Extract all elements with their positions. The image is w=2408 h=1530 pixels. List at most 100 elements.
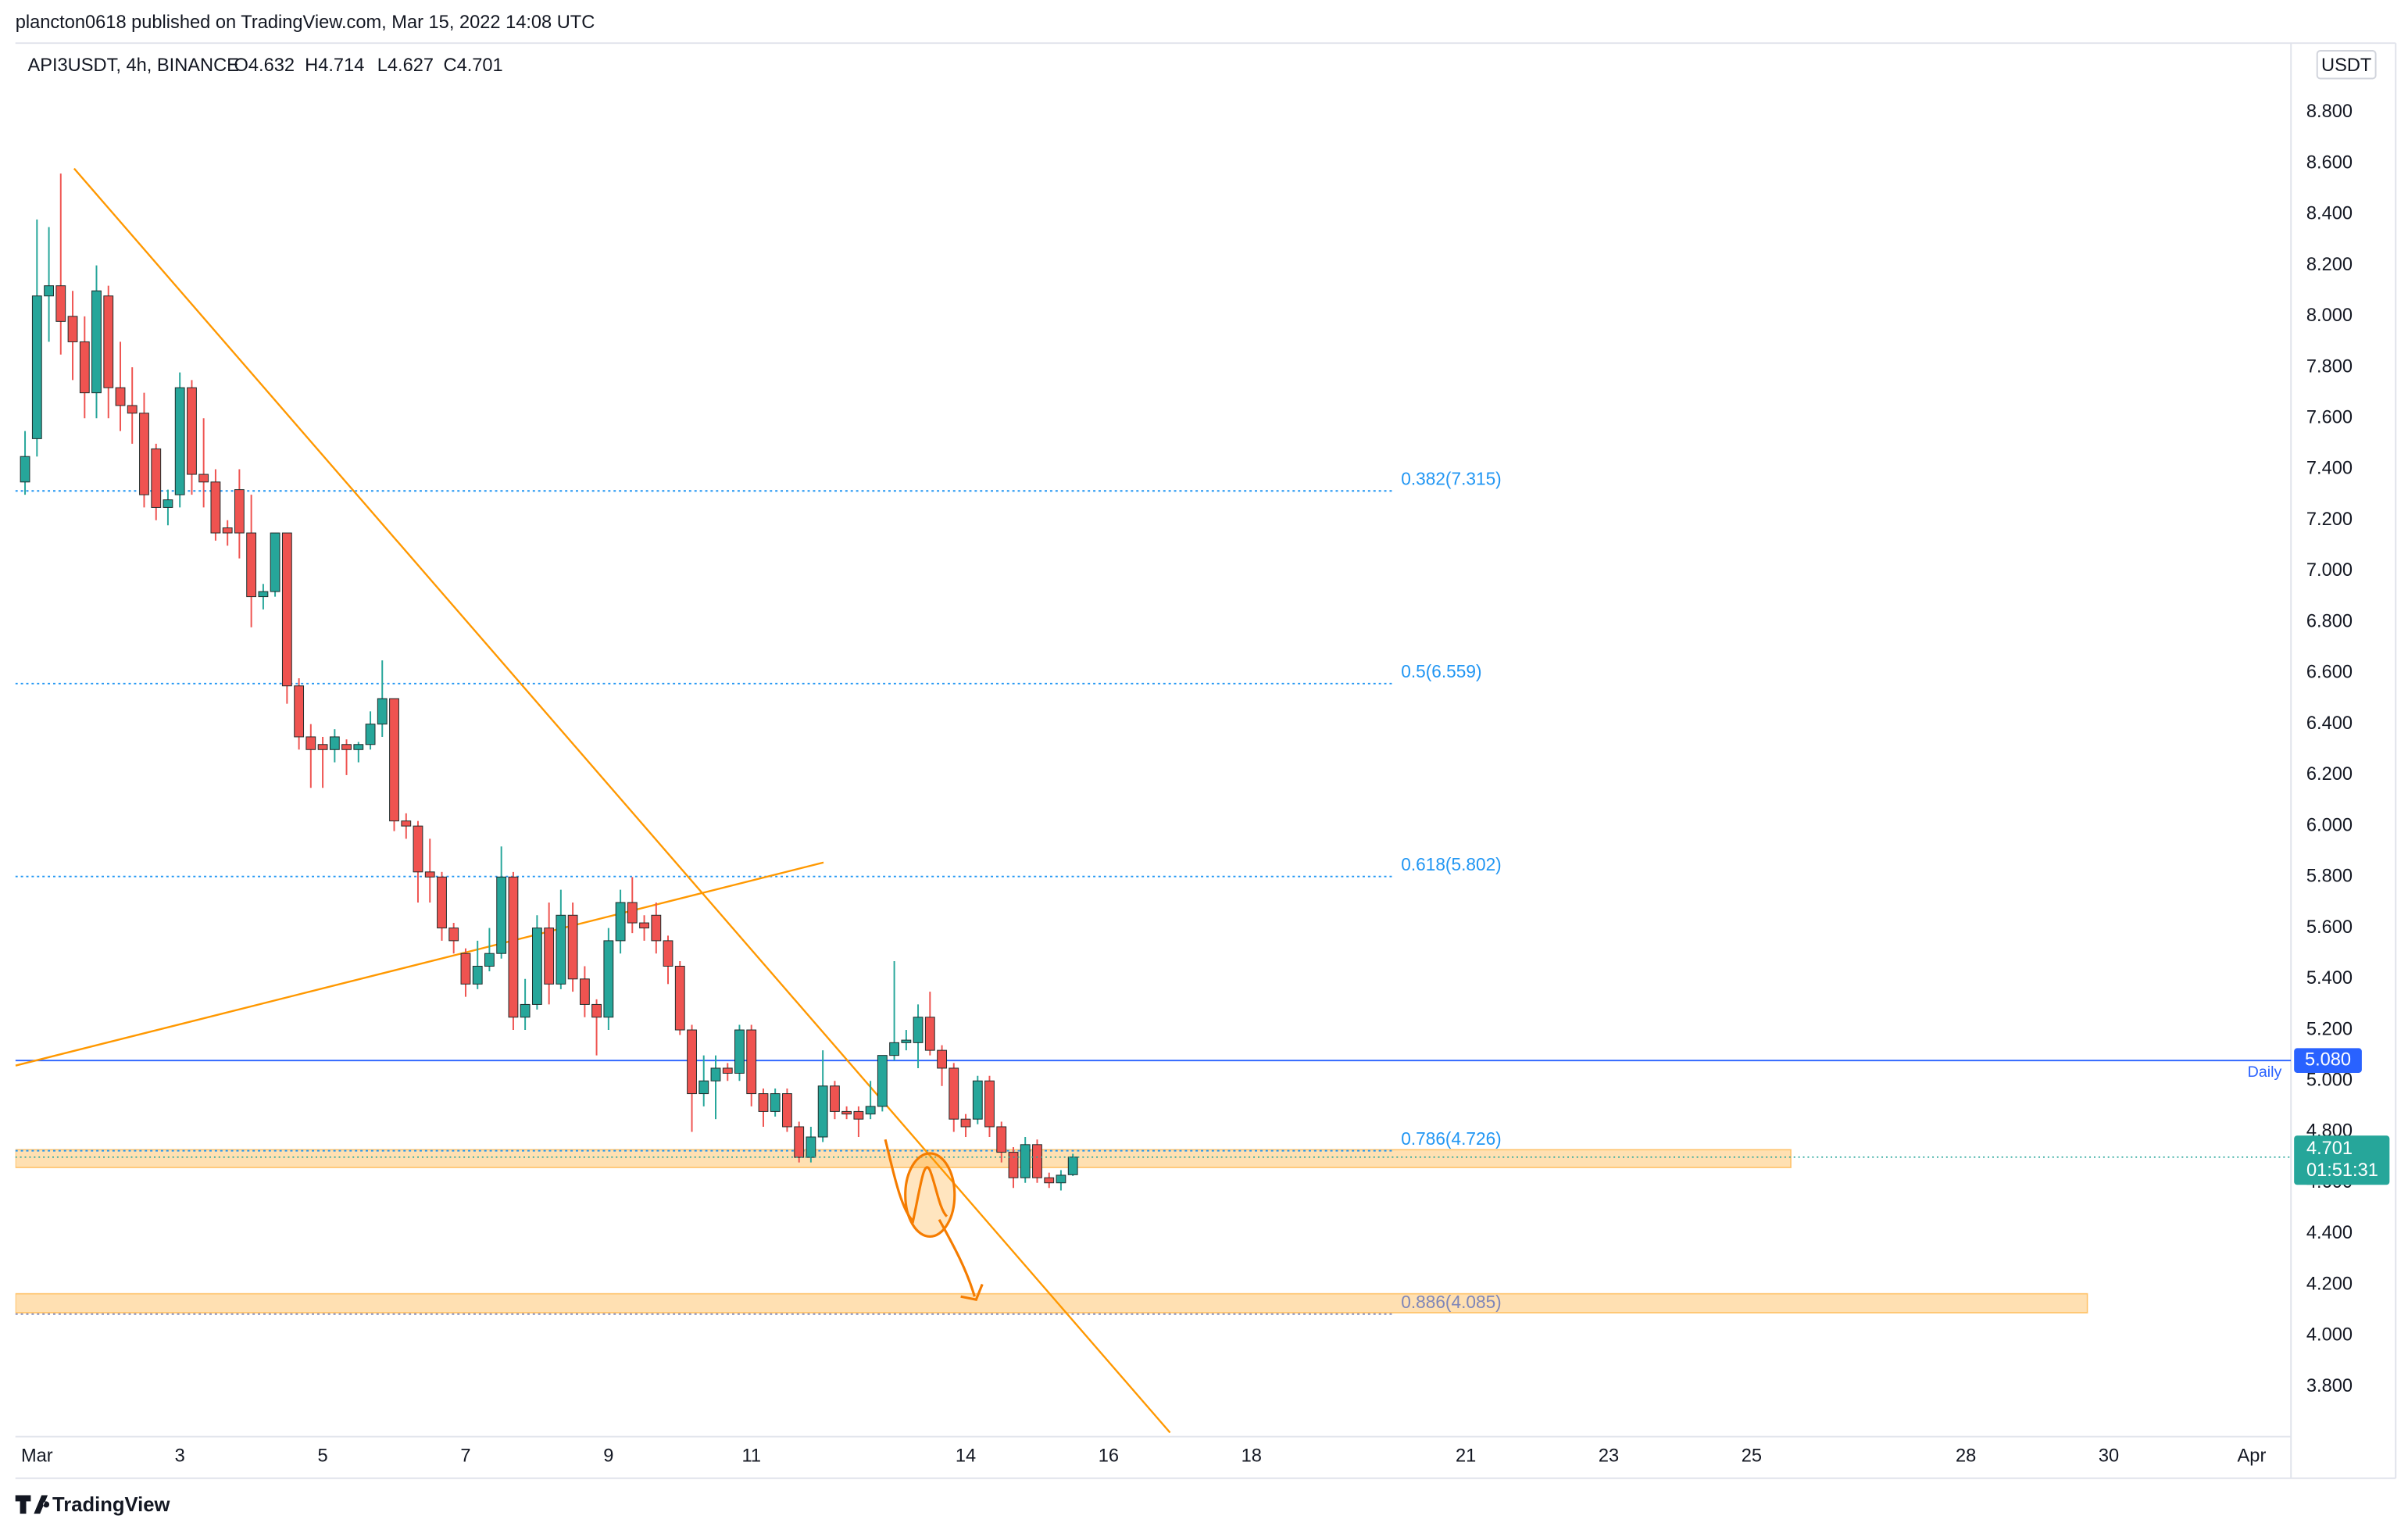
x-tick-label: 23 <box>1599 1446 1619 1466</box>
y-tick-label: 8.200 <box>2306 255 2353 275</box>
plot-area <box>15 167 2292 1434</box>
candle-body <box>31 295 42 439</box>
x-tick-label: 5 <box>318 1446 328 1466</box>
candle-body <box>687 1029 697 1095</box>
candle-body <box>972 1080 983 1120</box>
candle-body <box>91 290 102 394</box>
y-tick-label: 8.800 <box>2306 102 2353 122</box>
candle-body <box>949 1067 959 1120</box>
candle-body <box>853 1110 864 1120</box>
fib-level-label: 0.786(4.726) <box>1401 1128 1501 1149</box>
candle-body <box>734 1029 745 1074</box>
candle-body <box>698 1080 709 1095</box>
y-tick-label: 6.800 <box>2306 611 2353 631</box>
candle-body <box>67 316 78 342</box>
y-tick-label: 6.200 <box>2306 764 2353 785</box>
candle-body <box>210 481 221 534</box>
brand-logo[interactable]: TradingView <box>15 1494 170 1516</box>
y-tick-label: 5.600 <box>2306 917 2353 938</box>
y-tick-label: 7.200 <box>2306 509 2353 530</box>
y-tick-label: 8.400 <box>2306 204 2353 224</box>
candle-body <box>353 744 364 750</box>
candle-body <box>79 341 90 394</box>
candle-body <box>996 1126 1007 1153</box>
candle-body <box>222 527 233 534</box>
candle-body <box>924 1017 935 1051</box>
trendline <box>73 167 1171 1434</box>
candle-body <box>127 405 138 414</box>
candle-body <box>591 1003 602 1018</box>
y-tick-label: 5.200 <box>2306 1019 2353 1039</box>
y-tick-label: 8.600 <box>2306 152 2353 173</box>
candle-body <box>841 1110 852 1115</box>
candle-body <box>187 387 197 475</box>
candle-body <box>270 532 280 592</box>
candle-body <box>424 871 435 878</box>
candle-body <box>901 1039 912 1043</box>
candle-body <box>556 914 566 985</box>
fib-level-label: 0.5(6.559) <box>1401 661 1481 681</box>
candle-body <box>782 1093 792 1128</box>
attribution: plancton0618 published on TradingView.co… <box>16 13 595 33</box>
zone <box>15 1149 1792 1168</box>
candle-body <box>294 685 305 738</box>
fib-level-label: 0.382(7.315) <box>1401 468 1501 488</box>
candle-body <box>770 1093 781 1112</box>
x-tick-label: 9 <box>603 1446 613 1466</box>
currency-box[interactable] <box>2316 50 2377 80</box>
currency-badge[interactable]: USDT <box>2316 50 2377 80</box>
x-tick-label: 14 <box>956 1446 976 1466</box>
candle-body <box>198 474 209 483</box>
y-tick-label: 8.000 <box>2306 306 2353 326</box>
y-tick-label: 4.400 <box>2306 1223 2353 1243</box>
legend-low: L4.627 <box>377 55 434 76</box>
currency-label[interactable]: USDT <box>2321 55 2371 76</box>
doodle <box>884 1139 984 1301</box>
legend-open: O4.632 <box>234 55 295 76</box>
candle-body <box>115 387 126 406</box>
x-tick-label: Mar <box>21 1446 53 1466</box>
candle-body <box>877 1055 888 1107</box>
candle-body <box>889 1042 899 1056</box>
x-tick-label: 28 <box>1956 1446 1976 1466</box>
y-tick-label: 7.400 <box>2306 459 2353 479</box>
y-tick-label: 6.600 <box>2306 663 2353 683</box>
fib-level-label: 0.618(5.802) <box>1401 854 1501 874</box>
candle-body <box>484 953 495 967</box>
candle-body <box>174 387 185 495</box>
y-tick-label: 6.000 <box>2306 815 2353 835</box>
candle-body <box>746 1029 757 1095</box>
candle-body <box>329 736 340 750</box>
y-tick-label: 7.000 <box>2306 560 2353 581</box>
x-tick-label: 16 <box>1099 1446 1119 1466</box>
symbol-legend: API3USDT, 4h, BINANCE O4.632 H4.714 L4.6… <box>27 55 502 76</box>
doodle-path <box>884 1139 949 1224</box>
candle-body <box>913 1017 924 1043</box>
trendline <box>15 861 824 1067</box>
brand-icon[interactable] <box>15 1495 50 1514</box>
candle-body <box>984 1080 995 1128</box>
y-tick-label: 6.400 <box>2306 713 2353 734</box>
reference-line-name: Daily <box>2248 1063 2282 1081</box>
candle-body <box>651 914 662 942</box>
x-tick-label: 7 <box>460 1446 470 1466</box>
candle-body <box>1056 1174 1066 1184</box>
candle-body <box>317 744 328 750</box>
candle-body <box>960 1118 971 1128</box>
candle-body <box>508 876 519 1018</box>
candle-body <box>151 448 162 508</box>
legend-close: C4.701 <box>444 55 503 76</box>
candle-body <box>460 953 471 985</box>
candle-body <box>234 489 245 534</box>
candle-body <box>389 698 399 822</box>
candle-body <box>1044 1177 1055 1184</box>
brand-name[interactable]: TradingView <box>52 1494 170 1516</box>
candle-body <box>531 928 542 1005</box>
candle-body <box>627 902 638 924</box>
fib-level-label: 0.886(4.085) <box>1401 1292 1501 1312</box>
x-tick-label: Apr <box>2238 1446 2267 1466</box>
candle-body <box>1020 1144 1031 1178</box>
